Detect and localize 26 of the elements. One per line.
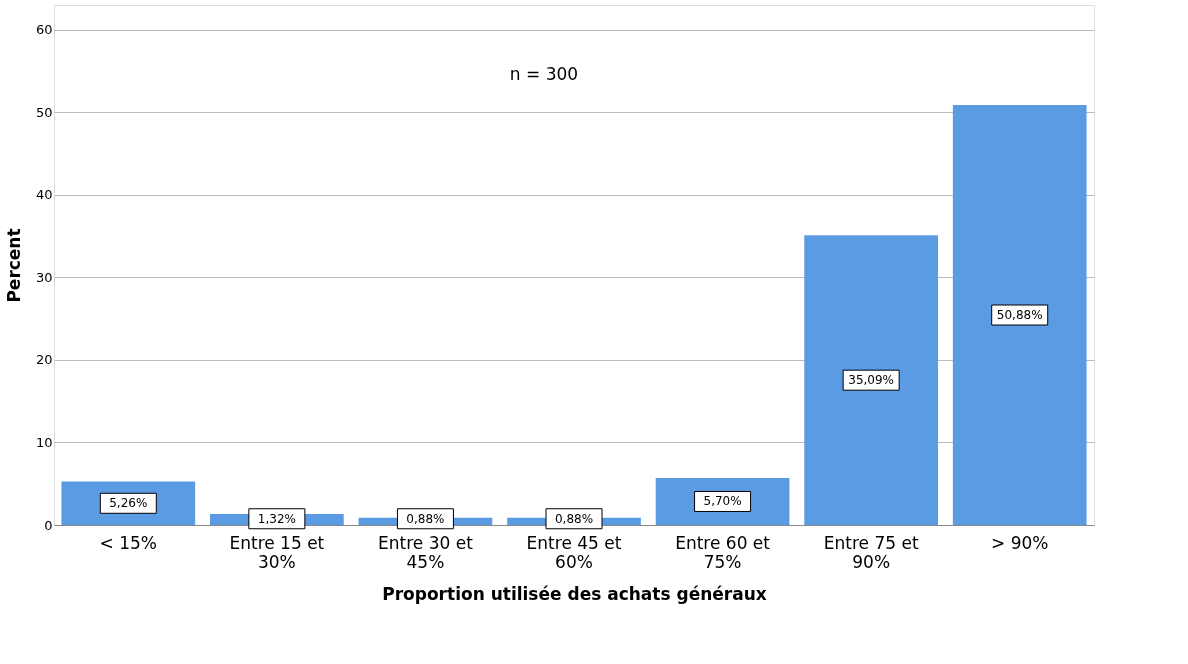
data-label: 50,88% xyxy=(996,308,1043,323)
data-label: 5,26% xyxy=(109,496,148,511)
data-label: 35,09% xyxy=(848,373,895,388)
bar xyxy=(804,235,938,525)
data-label: 1,32% xyxy=(257,511,296,526)
x-tick-label: > 90% xyxy=(991,532,1049,553)
bar xyxy=(952,105,1087,525)
x-tick-label: Entre 15 et 30% xyxy=(229,532,325,572)
x-axis-title: Proportion utilisée des achats généraux xyxy=(382,583,767,604)
y-tick-label: 0 xyxy=(44,517,53,533)
x-tick-label: Entre 30 et 45% xyxy=(378,532,474,572)
data-label: 5,70% xyxy=(703,494,742,509)
y-axis-title: Percent xyxy=(3,228,24,303)
y-tick-label: 20 xyxy=(35,352,53,368)
data-label: 0,88% xyxy=(554,511,594,526)
y-tick-label: 40 xyxy=(35,187,53,203)
y-tick-label: 10 xyxy=(35,434,53,450)
y-tick-label: 50 xyxy=(35,104,53,120)
x-tick-label: Entre 45 et 60% xyxy=(526,532,622,572)
x-tick-label: Entre 60 et 75% xyxy=(675,532,771,572)
data-label: 0,88% xyxy=(406,511,445,526)
y-tick-label: 30 xyxy=(35,269,53,285)
x-tick-label: < 15% xyxy=(99,532,157,553)
y-tick-label: 60 xyxy=(35,22,53,38)
x-tick-label: Entre 75 et 90% xyxy=(823,532,919,572)
annotation: n = 300 xyxy=(509,64,579,84)
